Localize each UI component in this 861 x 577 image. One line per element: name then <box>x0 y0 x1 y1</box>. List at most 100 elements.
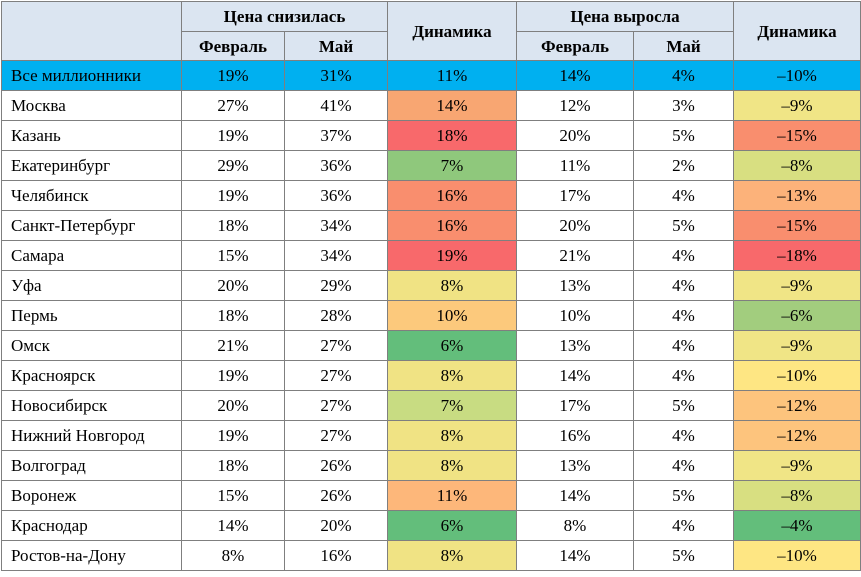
increased-dynamics-cell: –12% <box>733 420 861 451</box>
header-price-increased: Цена выросла <box>516 1 734 32</box>
decreased-may-cell: 27% <box>284 330 388 361</box>
increased-dynamics-cell: –10% <box>733 60 861 91</box>
increased-february-cell: 17% <box>516 390 634 421</box>
decreased-may-cell: 27% <box>284 390 388 421</box>
increased-dynamics-cell: –13% <box>733 180 861 211</box>
table-row: Москва 27% 41% 14% 12% 3% –9% <box>1 90 861 121</box>
increased-february-cell: 14% <box>516 60 634 91</box>
city-cell: Ростов-на-Дону <box>1 540 182 571</box>
decreased-may-cell: 41% <box>284 90 388 121</box>
increased-february-cell: 14% <box>516 360 634 391</box>
table-row: Челябинск 19% 36% 16% 17% 4% –13% <box>1 180 861 211</box>
increased-dynamics-cell: –6% <box>733 300 861 331</box>
city-cell: Пермь <box>1 300 182 331</box>
increased-may-cell: 2% <box>633 150 734 181</box>
decreased-dynamics-cell: 11% <box>387 60 517 91</box>
header-corner <box>1 1 182 61</box>
city-cell: Волгоград <box>1 450 182 481</box>
decreased-may-cell: 26% <box>284 450 388 481</box>
city-cell: Санкт-Петербург <box>1 210 182 241</box>
increased-may-cell: 4% <box>633 180 734 211</box>
increased-dynamics-cell: –10% <box>733 360 861 391</box>
decreased-february-cell: 19% <box>181 360 285 391</box>
decreased-february-cell: 18% <box>181 300 285 331</box>
city-cell: Москва <box>1 90 182 121</box>
increased-february-cell: 11% <box>516 150 634 181</box>
decreased-may-cell: 27% <box>284 420 388 451</box>
increased-may-cell: 4% <box>633 360 734 391</box>
decreased-dynamics-cell: 8% <box>387 270 517 301</box>
increased-may-cell: 4% <box>633 420 734 451</box>
increased-dynamics-cell: –9% <box>733 330 861 361</box>
increased-may-cell: 4% <box>633 60 734 91</box>
increased-may-cell: 3% <box>633 90 734 121</box>
decreased-dynamics-cell: 8% <box>387 420 517 451</box>
increased-dynamics-cell: –8% <box>733 480 861 511</box>
table-row: Волгоград 18% 26% 8% 13% 4% –9% <box>1 450 861 481</box>
increased-may-cell: 5% <box>633 540 734 571</box>
city-cell: Екатеринбург <box>1 150 182 181</box>
city-cell: Казань <box>1 120 182 151</box>
increased-may-cell: 4% <box>633 450 734 481</box>
city-cell: Нижний Новгород <box>1 420 182 451</box>
increased-dynamics-cell: –18% <box>733 240 861 271</box>
increased-may-cell: 4% <box>633 270 734 301</box>
city-cell: Омск <box>1 330 182 361</box>
increased-february-cell: 21% <box>516 240 634 271</box>
header-may-increased: Май <box>633 31 734 61</box>
decreased-may-cell: 29% <box>284 270 388 301</box>
decreased-may-cell: 31% <box>284 60 388 91</box>
increased-dynamics-cell: –9% <box>733 270 861 301</box>
increased-dynamics-cell: –15% <box>733 120 861 151</box>
table-row: Омск 21% 27% 6% 13% 4% –9% <box>1 330 861 361</box>
increased-february-cell: 14% <box>516 480 634 511</box>
city-cell: Воронеж <box>1 480 182 511</box>
decreased-february-cell: 18% <box>181 450 285 481</box>
table-row: Самара 15% 34% 19% 21% 4% –18% <box>1 240 861 271</box>
decreased-february-cell: 8% <box>181 540 285 571</box>
increased-dynamics-cell: –9% <box>733 90 861 121</box>
decreased-dynamics-cell: 19% <box>387 240 517 271</box>
increased-may-cell: 5% <box>633 210 734 241</box>
increased-dynamics-cell: –10% <box>733 540 861 571</box>
decreased-february-cell: 14% <box>181 510 285 541</box>
decreased-dynamics-cell: 11% <box>387 480 517 511</box>
increased-february-cell: 13% <box>516 450 634 481</box>
decreased-february-cell: 19% <box>181 60 285 91</box>
decreased-may-cell: 34% <box>284 210 388 241</box>
header-dynamics-increased: Динамика <box>733 1 861 61</box>
increased-may-cell: 5% <box>633 480 734 511</box>
table-row: Краснодар 14% 20% 6% 8% 4% –4% <box>1 510 861 541</box>
increased-february-cell: 16% <box>516 420 634 451</box>
decreased-february-cell: 27% <box>181 90 285 121</box>
table-body: Все миллионники 19% 31% 11% 14% 4% –10% … <box>1 60 861 571</box>
decreased-february-cell: 20% <box>181 270 285 301</box>
decreased-dynamics-cell: 16% <box>387 180 517 211</box>
decreased-may-cell: 36% <box>284 180 388 211</box>
decreased-dynamics-cell: 14% <box>387 90 517 121</box>
increased-february-cell: 12% <box>516 90 634 121</box>
decreased-may-cell: 16% <box>284 540 388 571</box>
decreased-dynamics-cell: 8% <box>387 540 517 571</box>
decreased-may-cell: 27% <box>284 360 388 391</box>
table-row: Новосибирск 20% 27% 7% 17% 5% –12% <box>1 390 861 421</box>
header-price-decreased: Цена снизилась <box>181 1 388 32</box>
increased-february-cell: 20% <box>516 120 634 151</box>
increased-may-cell: 5% <box>633 390 734 421</box>
decreased-dynamics-cell: 10% <box>387 300 517 331</box>
table-row: Ростов-на-Дону 8% 16% 8% 14% 5% –10% <box>1 540 861 571</box>
decreased-may-cell: 36% <box>284 150 388 181</box>
increased-february-cell: 8% <box>516 510 634 541</box>
increased-dynamics-cell: –4% <box>733 510 861 541</box>
increased-may-cell: 5% <box>633 120 734 151</box>
decreased-may-cell: 34% <box>284 240 388 271</box>
increased-february-cell: 10% <box>516 300 634 331</box>
decreased-dynamics-cell: 6% <box>387 510 517 541</box>
increased-february-cell: 20% <box>516 210 634 241</box>
decreased-february-cell: 15% <box>181 480 285 511</box>
city-cell: Красноярск <box>1 360 182 391</box>
city-cell: Челябинск <box>1 180 182 211</box>
decreased-dynamics-cell: 16% <box>387 210 517 241</box>
table-row-total: Все миллионники 19% 31% 11% 14% 4% –10% <box>1 60 861 91</box>
